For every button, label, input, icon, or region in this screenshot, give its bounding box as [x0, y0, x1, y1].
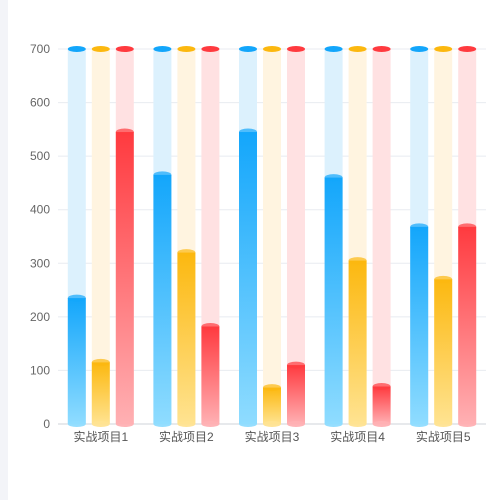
bar-bottom-cap: [239, 421, 257, 427]
bar-bottom-cap: [287, 421, 305, 427]
bar-bottom-cap: [263, 421, 281, 427]
bar: [115, 132, 134, 425]
bar: [67, 298, 86, 424]
bar-background-cap: [458, 46, 477, 52]
y-tick-label: 600: [30, 96, 50, 110]
bar: [348, 260, 367, 424]
y-tick-label: 100: [30, 363, 50, 377]
bar-bottom-cap: [434, 421, 453, 427]
bar-background: [287, 49, 305, 424]
bar-background-cap: [372, 46, 391, 52]
x-tick-label: 实战项目4: [330, 429, 385, 444]
bar: [410, 226, 429, 424]
bar-background: [372, 49, 391, 424]
bar-bottom-cap: [201, 421, 220, 427]
bar-top-cap: [115, 128, 134, 136]
bar-bottom-cap: [348, 421, 367, 427]
bar-bottom-cap: [153, 421, 172, 427]
bar-background-cap: [67, 46, 86, 52]
bar: [177, 252, 196, 424]
bar-background: [91, 49, 110, 424]
y-tick-label: 0: [43, 417, 50, 431]
bar: [239, 132, 257, 425]
bar-top-cap: [67, 294, 86, 302]
bar: [91, 362, 110, 424]
bar-bottom-cap: [372, 421, 391, 427]
bar-background-cap: [434, 46, 453, 52]
bar-top-cap: [263, 384, 281, 392]
bar-top-cap: [177, 249, 196, 257]
bar: [201, 326, 220, 424]
bar-top-cap: [372, 383, 391, 390]
bar-background-cap: [115, 46, 134, 52]
bar-top-cap: [410, 223, 429, 231]
bar-background-cap: [287, 46, 305, 52]
y-tick-label: 200: [30, 310, 50, 324]
bar-top-cap: [287, 361, 305, 369]
bar-chart: 0 100 200 300 400 500 600 700 实战项目1 实战项目2 实战项目3 实战项…: [30, 42, 486, 444]
bar-bottom-cap: [91, 421, 110, 427]
bar-bottom-cap: [67, 421, 86, 427]
y-tick-label: 700: [30, 42, 50, 56]
bar-background-cap: [324, 46, 343, 52]
bar: [263, 387, 281, 424]
bar-top-cap: [91, 358, 110, 366]
bar-background-cap: [177, 46, 196, 52]
bar-background-cap: [153, 46, 172, 52]
bar: [324, 177, 343, 424]
bar-background-cap: [348, 46, 367, 52]
x-tick-label: 实战项目1: [73, 429, 128, 444]
bar-bottom-cap: [177, 421, 196, 427]
bar-top-cap: [201, 323, 220, 330]
bar-top-cap: [153, 171, 172, 179]
bar-bottom-cap: [458, 421, 477, 427]
bar: [372, 386, 391, 424]
y-tick-label: 500: [30, 149, 50, 163]
chart-panel: 0 100 200 300 400 500 600 700 实战项目1 实战项目2 实战项目3 实战项…: [8, 0, 500, 500]
x-tick-label: 实战项目2: [159, 429, 214, 444]
x-tick-label: 实战项目3: [245, 429, 300, 444]
bar-top-cap: [434, 275, 453, 283]
y-tick-label: 300: [30, 256, 50, 270]
x-tick-label: 实战项目5: [416, 429, 471, 444]
y-tick-label: 400: [30, 203, 50, 217]
bar: [153, 174, 172, 424]
bar-top-cap: [458, 223, 477, 231]
bar-bottom-cap: [410, 421, 429, 427]
bar-top-cap: [348, 257, 367, 265]
bar-background-cap: [239, 46, 257, 52]
bar-background-cap: [91, 46, 110, 52]
bar-bottom-cap: [324, 421, 343, 427]
bar-background: [263, 49, 281, 424]
bar: [287, 365, 305, 424]
bar-background-cap: [201, 46, 220, 52]
bar-background-cap: [410, 46, 429, 52]
bar: [434, 279, 453, 424]
bar-top-cap: [239, 128, 257, 136]
bar-bottom-cap: [115, 421, 134, 427]
bar-top-cap: [324, 174, 343, 182]
bar-background-cap: [263, 46, 281, 52]
bar: [458, 226, 477, 424]
